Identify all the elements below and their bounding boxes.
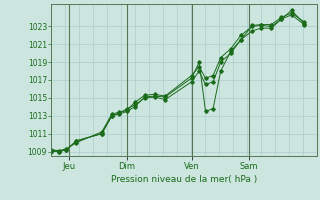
X-axis label: Pression niveau de la mer( hPa ): Pression niveau de la mer( hPa ) (111, 175, 257, 184)
